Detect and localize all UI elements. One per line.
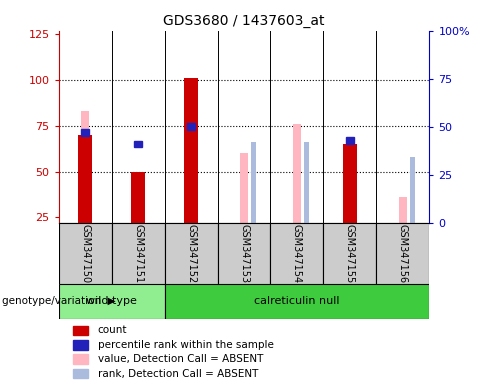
- Bar: [81, 111, 89, 223]
- Text: rank, Detection Call = ABSENT: rank, Detection Call = ABSENT: [98, 369, 258, 379]
- Bar: [73, 340, 88, 350]
- Bar: [131, 172, 144, 223]
- Bar: [187, 123, 195, 130]
- Text: GSM347156: GSM347156: [398, 224, 408, 283]
- Bar: [81, 129, 89, 136]
- Text: GSM347152: GSM347152: [186, 224, 196, 283]
- Text: percentile rank within the sample: percentile rank within the sample: [98, 340, 273, 350]
- Bar: [73, 354, 88, 364]
- Text: GSM347153: GSM347153: [239, 224, 249, 283]
- Bar: [240, 153, 248, 223]
- Title: GDS3680 / 1437603_at: GDS3680 / 1437603_at: [163, 14, 325, 28]
- Text: value, Detection Call = ABSENT: value, Detection Call = ABSENT: [98, 354, 263, 364]
- Bar: [346, 137, 354, 144]
- Bar: [399, 197, 407, 223]
- Bar: [164, 284, 429, 319]
- Bar: [164, 223, 218, 284]
- Text: GSM347154: GSM347154: [292, 224, 302, 283]
- Bar: [59, 284, 164, 319]
- Bar: [304, 142, 309, 223]
- Bar: [410, 157, 415, 223]
- Text: wild type: wild type: [86, 296, 137, 306]
- Text: calreticulin null: calreticulin null: [254, 296, 340, 306]
- Bar: [324, 223, 376, 284]
- Bar: [251, 142, 256, 223]
- Bar: [59, 223, 112, 284]
- Text: GSM347155: GSM347155: [345, 224, 355, 283]
- Bar: [293, 124, 301, 223]
- Bar: [218, 223, 270, 284]
- Text: GSM347151: GSM347151: [133, 224, 143, 283]
- Text: GSM347150: GSM347150: [80, 224, 90, 283]
- Bar: [184, 78, 198, 223]
- Bar: [112, 223, 164, 284]
- Text: genotype/variation  ▶: genotype/variation ▶: [2, 296, 116, 306]
- Text: count: count: [98, 326, 127, 336]
- Bar: [376, 223, 429, 284]
- Bar: [79, 135, 92, 223]
- Bar: [73, 326, 88, 335]
- Bar: [344, 144, 357, 223]
- Bar: [134, 141, 142, 147]
- Bar: [270, 223, 324, 284]
- Bar: [73, 369, 88, 379]
